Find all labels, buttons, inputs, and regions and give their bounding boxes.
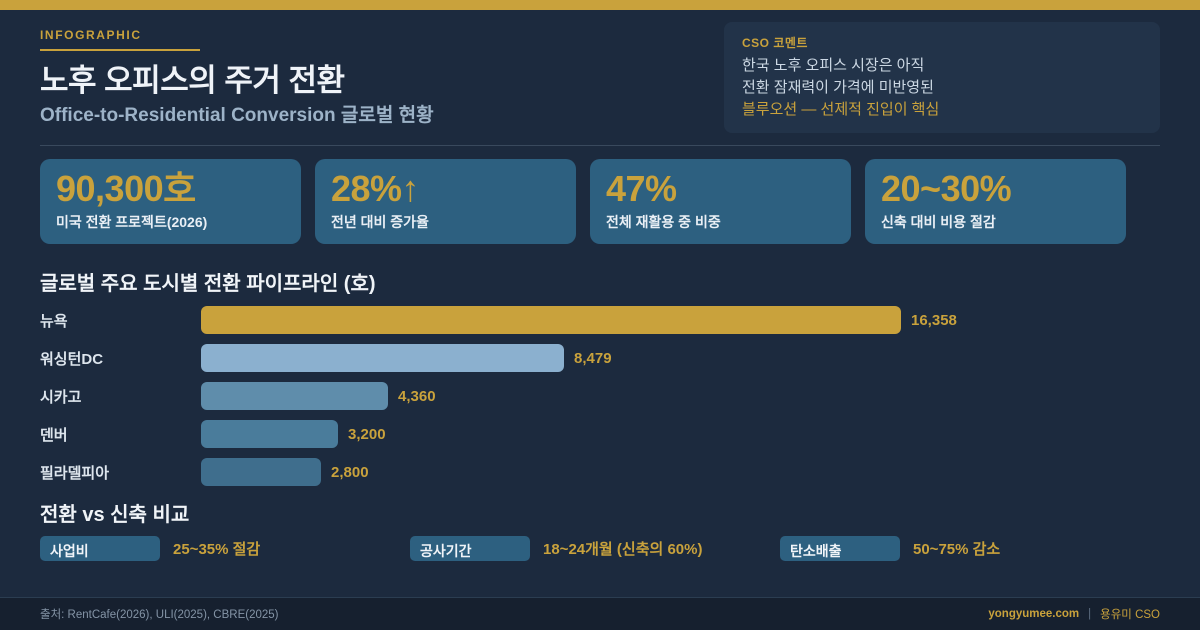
chart-row-chicago: 시카고 4,360 xyxy=(40,382,1160,410)
page-subtitle: Office-to-Residential Conversion 글로벌 현황 xyxy=(40,105,434,126)
stat-value: 90,300호 xyxy=(56,168,196,209)
stat-label: 전년 대비 증가율 xyxy=(331,214,429,230)
stat-card-us-projects: 90,300호 미국 전환 프로젝트(2026) xyxy=(40,159,301,244)
bar-denver xyxy=(201,420,338,448)
stat-label: 전체 재활용 중 비중 xyxy=(606,214,721,230)
header-divider xyxy=(40,145,1160,146)
comparison-badge: 사업비 xyxy=(40,536,160,561)
comparison-item-carbon: 탄소배출 50~75% 감소 xyxy=(780,536,1150,561)
chart-row-new-york: 뉴욕 16,358 xyxy=(40,306,1160,334)
website-link[interactable]: yongyumee.com xyxy=(988,608,1080,620)
comparison-row: 사업비 25~35% 절감 공사기간 18~24개월 (신축의 60%) 탄소배… xyxy=(40,536,1160,561)
stat-card-row: 90,300호 미국 전환 프로젝트(2026) 28%↑ 전년 대비 증가율 … xyxy=(40,159,1160,244)
stat-card-reuse-share: 47% 전체 재활용 중 비중 xyxy=(590,159,851,244)
stat-label: 미국 전환 프로젝트(2026) xyxy=(56,214,208,230)
bar-washington-dc xyxy=(201,344,564,372)
comparison-value: 50~75% 감소 xyxy=(913,541,1001,558)
source-citation: 출처: RentCafe(2026), ULI(2025), CBRE(2025… xyxy=(40,609,279,621)
bar-value-label: 16,358 xyxy=(911,311,957,329)
stat-label: 신축 대비 비용 절감 xyxy=(881,214,996,230)
cso-comment-label: CSO 코멘트 xyxy=(742,36,808,50)
comparison-item-cost: 사업비 25~35% 절감 xyxy=(40,536,410,561)
chart-row-washington-dc: 워싱턴DC 8,479 xyxy=(40,344,1160,372)
stat-card-cost-saving: 20~30% 신축 대비 비용 절감 xyxy=(865,159,1126,244)
bar-value-label: 2,800 xyxy=(331,463,369,481)
comparison-title: 전환 vs 신축 비교 xyxy=(40,504,190,526)
page-title: 노후 오피스의 주거 전환 xyxy=(40,63,345,98)
chart-row-denver: 덴버 3,200 xyxy=(40,420,1160,448)
top-accent-bar xyxy=(0,0,1200,10)
cso-comment-line-2: 전환 잠재력이 가격에 미반영된 xyxy=(742,79,934,96)
bar-value-label: 4,360 xyxy=(398,387,436,405)
chart-category-label: 필라델피아 xyxy=(40,464,110,482)
cso-comment-box: CSO 코멘트 한국 노후 오피스 시장은 아직 전환 잠재력이 가격에 미반영… xyxy=(724,22,1160,133)
stat-card-yoy-growth: 28%↑ 전년 대비 증가율 xyxy=(315,159,576,244)
footer-separator: | xyxy=(1088,608,1092,620)
bar-value-label: 8,479 xyxy=(574,349,612,367)
comparison-value: 18~24개월 (신축의 60%) xyxy=(543,541,703,558)
chart-category-label: 워싱턴DC xyxy=(40,350,104,368)
chart-title: 글로벌 주요 도시별 전환 파이프라인 (호) xyxy=(40,273,376,295)
chart-category-label: 시카고 xyxy=(40,388,82,406)
cso-comment-line-1: 한국 노후 오피스 시장은 아직 xyxy=(742,57,925,74)
header: INFOGRAPHIC 노후 오피스의 주거 전환 Office-to-Resi… xyxy=(40,22,1160,133)
bar-new-york xyxy=(201,306,901,334)
comparison-badge: 탄소배출 xyxy=(780,536,900,561)
comparison-badge: 공사기간 xyxy=(410,536,530,561)
city-pipeline-bar-chart: 뉴욕 16,358 워싱턴DC 8,479 시카고 4,360 덴버 3,200… xyxy=(40,306,1160,486)
header-left: INFOGRAPHIC 노후 오피스의 주거 전환 Office-to-Resi… xyxy=(40,22,434,127)
stat-value: 47% xyxy=(606,168,677,209)
eyebrow-label: INFOGRAPHIC xyxy=(40,28,142,42)
eyebrow-underline xyxy=(40,49,200,51)
comparison-item-duration: 공사기간 18~24개월 (신축의 60%) xyxy=(410,536,780,561)
bar-value-label: 3,200 xyxy=(348,425,386,443)
author-credit: 용유미 CSO xyxy=(1100,609,1160,621)
bar-philadelphia xyxy=(201,458,321,486)
stat-value: 20~30% xyxy=(881,168,1012,209)
cso-comment-highlight: 블루오션 — 선제적 진입이 핵심 xyxy=(742,101,940,118)
chart-category-label: 덴버 xyxy=(40,426,68,444)
comparison-value: 25~35% 절감 xyxy=(173,541,261,558)
bar-chicago xyxy=(201,382,388,410)
footer-credit: yongyumee.com | 용유미 CSO xyxy=(988,606,1160,622)
footer: 출처: RentCafe(2026), ULI(2025), CBRE(2025… xyxy=(0,597,1200,630)
chart-row-philadelphia: 필라델피아 2,800 xyxy=(40,458,1160,486)
page-content: INFOGRAPHIC 노후 오피스의 주거 전환 Office-to-Resi… xyxy=(0,22,1200,561)
chart-category-label: 뉴욕 xyxy=(40,312,68,330)
stat-value: 28%↑ xyxy=(331,168,420,209)
